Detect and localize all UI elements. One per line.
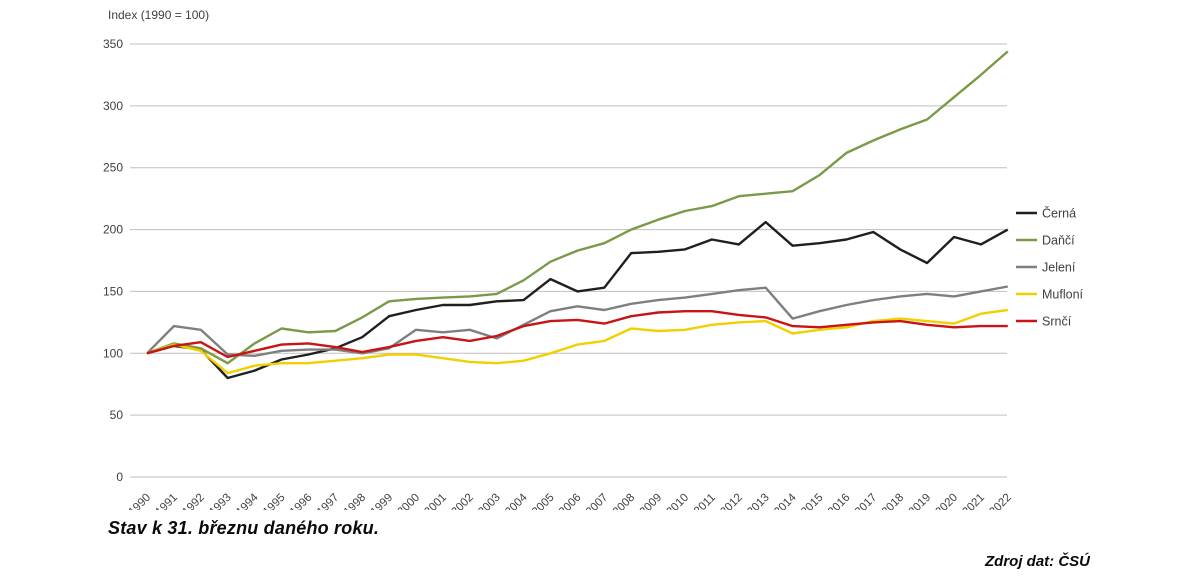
data-source-note: Zdroj dat: ČSÚ xyxy=(985,553,1090,570)
y-tick-label: 350 xyxy=(103,37,123,51)
x-tick-label: 2006 xyxy=(557,492,584,510)
legend-label-černá: Černá xyxy=(1042,206,1076,221)
y-tick-label: 300 xyxy=(103,99,123,113)
y-axis-title: Index (1990 = 100) xyxy=(108,8,210,22)
legend-label-srnčí: Srnčí xyxy=(1042,315,1072,329)
series-line-černá xyxy=(146,220,1009,380)
x-tick-label: 2014 xyxy=(772,491,799,510)
x-tick-label: 1999 xyxy=(369,492,396,510)
y-tick-label: 100 xyxy=(103,346,123,360)
x-tick-label: 2012 xyxy=(718,492,745,510)
y-tick-label: 50 xyxy=(110,408,124,422)
x-tick-label: 2022 xyxy=(987,492,1014,510)
x-tick-label: 2002 xyxy=(449,492,476,510)
x-tick-label: 2000 xyxy=(396,492,423,510)
series-line-jelení xyxy=(146,285,1009,357)
x-tick-label: 2001 xyxy=(422,492,449,510)
x-tick-label: 2017 xyxy=(853,492,880,510)
x-tick-label: 1990 xyxy=(127,492,154,510)
x-tick-label: 1998 xyxy=(342,492,369,510)
x-tick-label: 1992 xyxy=(180,492,207,510)
x-tick-label: 1994 xyxy=(234,491,261,510)
x-tick-label: 2007 xyxy=(584,492,611,510)
x-tick-label: 2004 xyxy=(503,491,530,510)
y-tick-label: 150 xyxy=(103,284,123,298)
x-tick-label: 2011 xyxy=(692,492,718,510)
legend-label-mufloní: Mufloní xyxy=(1042,288,1084,302)
y-tick-label: 0 xyxy=(116,470,123,484)
x-tick-label: 2018 xyxy=(880,492,907,510)
x-tick-label: 1991 xyxy=(153,492,180,510)
x-tick-label: 1997 xyxy=(315,492,342,510)
x-tick-label: 2008 xyxy=(611,492,638,510)
x-tick-label: 1995 xyxy=(261,492,288,510)
x-tick-label: 2010 xyxy=(665,492,692,510)
x-tick-label: 2020 xyxy=(934,492,961,510)
x-tick-label: 2009 xyxy=(638,492,665,510)
y-tick-label: 250 xyxy=(103,161,123,175)
y-tick-label: 200 xyxy=(103,223,123,237)
chart-footnote: Stav k 31. březnu daného roku. xyxy=(108,518,380,538)
x-tick-label: 2015 xyxy=(799,492,826,510)
legend-label-daňčí: Daňčí xyxy=(1042,234,1075,248)
x-tick-label: 2016 xyxy=(826,492,853,510)
x-tick-label: 1996 xyxy=(288,492,315,510)
legend-label-jelení: Jelení xyxy=(1042,261,1076,275)
x-tick-label: 2021 xyxy=(960,492,987,510)
series-line-srnčí xyxy=(146,310,1008,359)
x-tick-label: 2019 xyxy=(907,492,934,510)
x-tick-label: 2005 xyxy=(530,492,557,510)
x-tick-label: 2003 xyxy=(476,492,503,510)
x-tick-label: 2013 xyxy=(745,492,772,510)
series-line-daňčí xyxy=(146,50,1009,365)
x-tick-label: 1993 xyxy=(207,492,234,510)
